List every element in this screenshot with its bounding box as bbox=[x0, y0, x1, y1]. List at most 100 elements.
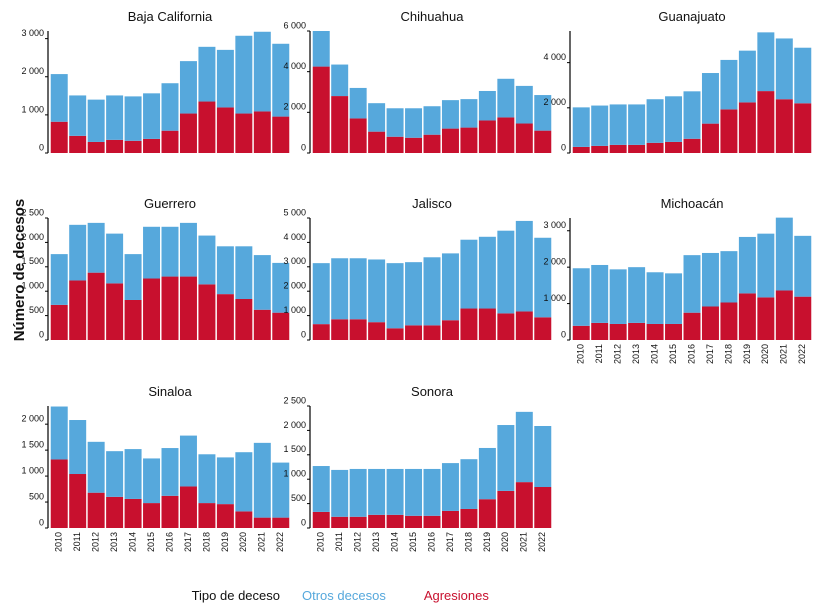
x-tick-label: 2017 bbox=[183, 532, 193, 552]
x-tick-label: 2011 bbox=[334, 532, 344, 551]
bar bbox=[331, 64, 349, 97]
y-tick-label: 2 000 bbox=[543, 257, 566, 267]
bar bbox=[591, 322, 609, 340]
bar bbox=[478, 120, 496, 153]
y-tick-label: 500 bbox=[29, 305, 44, 315]
bar bbox=[386, 468, 404, 515]
bar bbox=[534, 95, 552, 131]
bar bbox=[143, 226, 161, 279]
bar bbox=[349, 258, 367, 320]
bar bbox=[534, 487, 552, 528]
y-tick-label: 2 500 bbox=[21, 207, 44, 217]
bar bbox=[106, 451, 124, 497]
x-tick-label: 2015 bbox=[408, 532, 418, 552]
panel-title: Baja California bbox=[128, 9, 213, 24]
bar bbox=[368, 131, 386, 153]
y-tick-label: 1 000 bbox=[21, 465, 44, 475]
bar bbox=[368, 468, 386, 515]
bar bbox=[124, 96, 142, 141]
bar bbox=[87, 222, 105, 273]
y-axis-label: Número de decesos bbox=[11, 199, 28, 342]
x-tick-label: 2016 bbox=[164, 532, 174, 552]
x-tick-label: 2022 bbox=[537, 532, 547, 552]
bar bbox=[683, 138, 701, 153]
y-tick-label: 2 000 bbox=[283, 281, 306, 291]
bar bbox=[235, 452, 253, 512]
bar bbox=[572, 325, 590, 340]
x-tick-label: 2014 bbox=[127, 532, 137, 552]
y-tick-label: 0 bbox=[301, 517, 306, 527]
x-tick-label: 2017 bbox=[445, 532, 455, 552]
y-tick-label: 2 000 bbox=[21, 232, 44, 242]
y-tick-label: 0 bbox=[561, 142, 566, 152]
bar bbox=[478, 499, 496, 528]
bar bbox=[386, 514, 404, 528]
bar bbox=[179, 61, 197, 114]
bar bbox=[628, 322, 646, 340]
bar bbox=[349, 118, 367, 153]
bar bbox=[423, 106, 441, 135]
bar bbox=[312, 324, 330, 340]
x-tick-label: 2010 bbox=[54, 532, 64, 552]
bar bbox=[386, 328, 404, 340]
y-tick-label: 2 000 bbox=[283, 420, 306, 430]
y-tick-label: 1 000 bbox=[21, 281, 44, 291]
bar bbox=[423, 325, 441, 340]
bar bbox=[775, 99, 793, 153]
bar bbox=[701, 123, 719, 153]
x-tick-label: 2014 bbox=[389, 532, 399, 552]
bar bbox=[405, 137, 423, 153]
bar bbox=[349, 87, 367, 119]
bar bbox=[701, 306, 719, 340]
bar bbox=[441, 253, 459, 321]
legend-label: Otros decesos bbox=[302, 588, 386, 603]
bar bbox=[405, 325, 423, 340]
bar bbox=[124, 449, 142, 499]
bar bbox=[775, 217, 793, 291]
bar bbox=[179, 276, 197, 340]
bar bbox=[50, 121, 68, 153]
bar bbox=[423, 515, 441, 528]
panel-title: Chihuahua bbox=[401, 9, 465, 24]
bar bbox=[386, 136, 404, 153]
bar bbox=[331, 319, 349, 340]
bar bbox=[198, 235, 216, 285]
y-tick-label: 1 000 bbox=[283, 305, 306, 315]
bar bbox=[216, 49, 234, 108]
bar bbox=[683, 312, 701, 340]
bar bbox=[405, 108, 423, 138]
bar bbox=[368, 259, 386, 323]
x-tick-label: 2014 bbox=[649, 344, 659, 364]
panel-title: Guanajuato bbox=[658, 9, 725, 24]
bar bbox=[235, 299, 253, 340]
bar bbox=[198, 46, 216, 102]
panel-title: Sonora bbox=[411, 384, 454, 399]
bar bbox=[441, 128, 459, 153]
y-tick-label: 2 000 bbox=[543, 97, 566, 107]
bar bbox=[386, 263, 404, 329]
bar bbox=[198, 284, 216, 340]
y-tick-label: 500 bbox=[29, 491, 44, 501]
y-tick-label: 4 000 bbox=[543, 52, 566, 62]
bar bbox=[161, 276, 179, 340]
bar bbox=[794, 235, 812, 297]
bar bbox=[478, 90, 496, 121]
bar bbox=[216, 246, 234, 295]
bar bbox=[216, 504, 234, 528]
bar bbox=[349, 468, 367, 517]
y-tick-label: 500 bbox=[291, 493, 306, 503]
bar bbox=[720, 251, 738, 303]
bar bbox=[87, 272, 105, 340]
bar bbox=[143, 278, 161, 340]
bar bbox=[646, 272, 664, 324]
x-tick-label: 2015 bbox=[146, 532, 156, 552]
bar bbox=[312, 31, 330, 67]
bar bbox=[757, 91, 775, 153]
bar bbox=[665, 141, 683, 153]
bar bbox=[349, 319, 367, 340]
bar bbox=[50, 406, 68, 460]
bar bbox=[69, 224, 87, 281]
y-tick-label: 1 500 bbox=[283, 444, 306, 454]
bar bbox=[349, 516, 367, 528]
bar bbox=[50, 74, 68, 122]
